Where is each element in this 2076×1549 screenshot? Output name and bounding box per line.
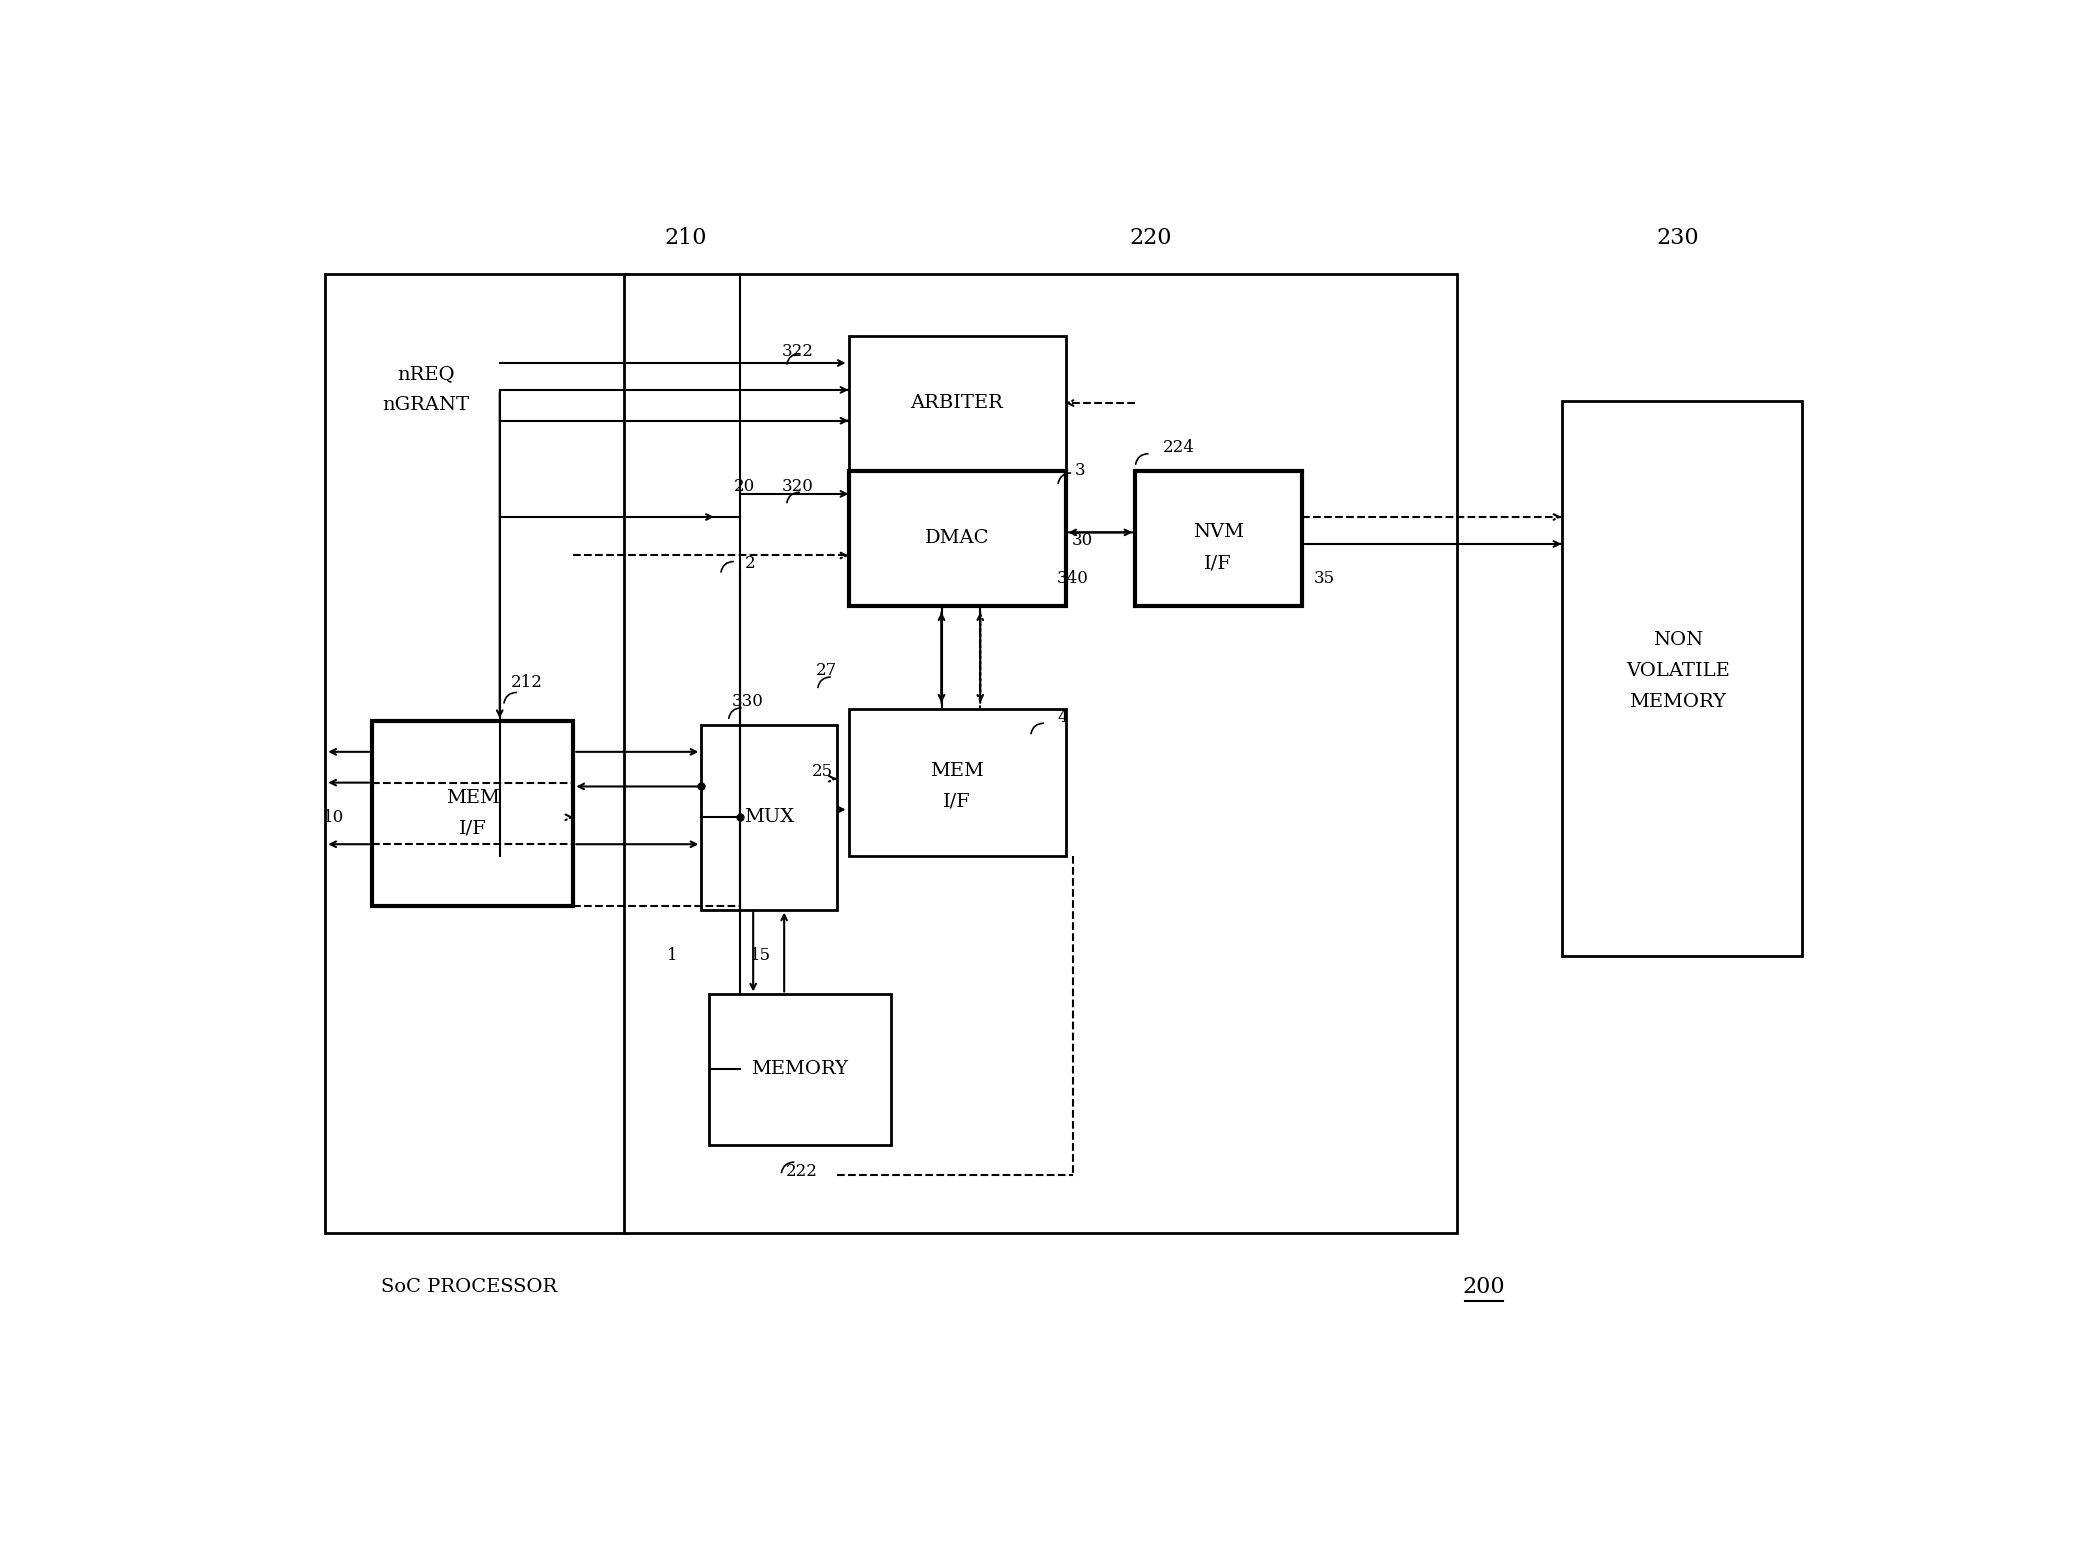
Text: NVM: NVM [1194, 524, 1244, 542]
Text: 210: 210 [664, 228, 708, 249]
Bar [1561, 401, 1802, 956]
Bar [326, 274, 627, 1233]
Text: I/F: I/F [943, 793, 972, 810]
Text: 15: 15 [749, 948, 770, 965]
Text: 35: 35 [1314, 570, 1335, 587]
Text: 25: 25 [812, 762, 832, 779]
Text: 222: 222 [787, 1163, 818, 1180]
Text: 230: 230 [1657, 228, 1698, 249]
Text: MEMORY: MEMORY [1630, 692, 1727, 711]
Text: SoC PROCESSOR: SoC PROCESSOR [380, 1278, 556, 1297]
Text: 20: 20 [735, 477, 756, 494]
Text: I/F: I/F [1204, 555, 1231, 572]
Text: nGRANT: nGRANT [382, 397, 469, 414]
Text: 27: 27 [816, 663, 837, 680]
Bar [702, 725, 837, 909]
Text: 1: 1 [666, 948, 679, 965]
Bar [849, 709, 1065, 855]
Bar [372, 720, 573, 906]
Text: ARBITER: ARBITER [911, 393, 1003, 412]
Bar [710, 994, 891, 1145]
Text: MEM: MEM [930, 762, 984, 781]
Text: VOLATILE: VOLATILE [1626, 661, 1729, 680]
Text: 2: 2 [745, 555, 756, 572]
Text: 10: 10 [322, 809, 345, 826]
Text: 212: 212 [511, 674, 542, 691]
Text: 220: 220 [1129, 228, 1173, 249]
Bar [623, 274, 1457, 1233]
Text: 4: 4 [1059, 709, 1069, 725]
Text: MEMORY: MEMORY [752, 1060, 849, 1078]
Text: 200: 200 [1464, 1276, 1505, 1298]
Text: nREQ: nREQ [397, 366, 455, 384]
Text: 224: 224 [1163, 440, 1194, 455]
Bar [1136, 471, 1302, 606]
Text: 3: 3 [1073, 462, 1086, 479]
Text: 320: 320 [783, 477, 814, 494]
Text: 340: 340 [1057, 570, 1088, 587]
Text: 330: 330 [733, 694, 764, 711]
Text: I/F: I/F [459, 819, 486, 838]
Bar [849, 336, 1065, 471]
Text: MUX: MUX [743, 809, 793, 826]
Bar [849, 471, 1065, 606]
Text: MEM: MEM [446, 788, 500, 807]
Text: 30: 30 [1071, 531, 1092, 548]
Text: 322: 322 [783, 342, 814, 359]
Text: NON: NON [1652, 630, 1702, 649]
Text: DMAC: DMAC [924, 528, 990, 547]
